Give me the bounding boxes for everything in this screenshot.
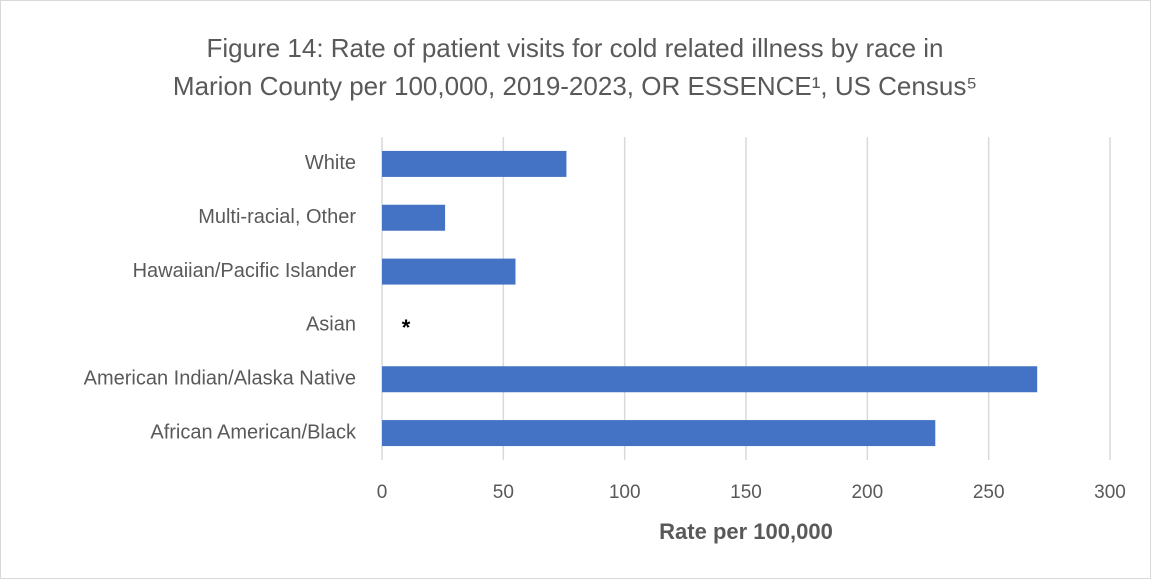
annotation: * <box>402 315 411 340</box>
x-tick-label: 200 <box>851 482 883 503</box>
y-tick-label: American Indian/Alaska Native <box>84 368 356 390</box>
bar <box>382 420 936 447</box>
bar <box>382 204 446 231</box>
x-axis-label: Rate per 100,000 <box>659 519 833 544</box>
x-tick-label: 50 <box>493 482 514 503</box>
bar <box>382 366 1038 393</box>
chart-title: Figure 14: Rate of patient visits for co… <box>206 33 943 63</box>
bar <box>382 258 516 285</box>
y-tick-label: African American/Black <box>150 421 357 443</box>
x-tick-label: 150 <box>730 482 762 503</box>
y-tick-label: Asian <box>306 314 356 336</box>
chart-title: Marion County per 100,000, 2019-2023, OR… <box>173 71 977 101</box>
x-tick-label: 0 <box>377 482 388 503</box>
x-tick-label: 100 <box>609 482 641 503</box>
y-tick-label: Hawaiian/Pacific Islander <box>133 260 357 282</box>
y-tick-label: Multi-racial, Other <box>198 206 356 228</box>
x-tick-label: 300 <box>1094 482 1126 503</box>
x-tick-label: 250 <box>973 482 1005 503</box>
y-tick-label: White <box>305 152 356 174</box>
bar <box>382 150 567 177</box>
